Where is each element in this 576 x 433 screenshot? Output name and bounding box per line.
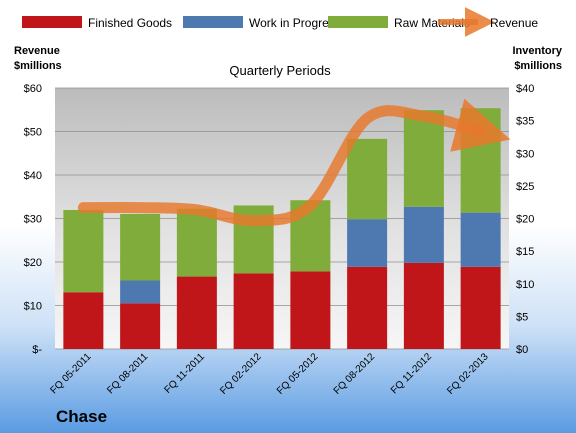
x-tick-label: FQ 08-2012 xyxy=(332,351,378,397)
x-tick-label: FQ 11-2012 xyxy=(389,351,434,396)
left-tick-label: $- xyxy=(32,344,42,356)
bar-segment-work-in-progress xyxy=(347,219,388,267)
left-tick-label: $30 xyxy=(24,214,42,226)
legend-label-revenue: Revenue xyxy=(490,16,538,30)
x-tick-label: FQ 08-2011 xyxy=(105,351,150,396)
right-tick-label: $40 xyxy=(516,83,534,95)
bar-segment-raw-materials xyxy=(120,213,161,281)
right-axis-title-line2: $millions xyxy=(514,60,562,72)
right-axis-ticks: $0 $5 $10 $15 $20 $25 $30 $35 $40 xyxy=(516,83,534,356)
company-name: Chase xyxy=(56,407,107,426)
x-tick-label: FQ 02-2013 xyxy=(445,351,491,397)
legend-label-work-in-progress: Work in Progress xyxy=(249,16,341,30)
revenue-line-group xyxy=(77,98,511,227)
bar-segment-finished-goods xyxy=(120,303,161,349)
bar-segment-finished-goods xyxy=(290,271,331,349)
x-tick-label: FQ 02-2012 xyxy=(218,351,264,397)
revenue-line xyxy=(77,98,511,227)
left-tick-label: $60 xyxy=(24,83,42,95)
bar-segment-finished-goods xyxy=(460,266,501,349)
bar-segment-work-in-progress xyxy=(120,280,161,304)
bar-segment-raw-materials xyxy=(176,208,217,277)
bars xyxy=(63,108,501,349)
bar-segment-finished-goods xyxy=(233,273,274,349)
left-tick-label: $40 xyxy=(24,170,42,182)
bar-segment-work-in-progress xyxy=(460,212,501,267)
right-axis-title-line1: Inventory xyxy=(512,45,562,57)
bar-segment-finished-goods xyxy=(176,276,217,349)
right-tick-label: $25 xyxy=(516,181,534,193)
bar-segment-finished-goods xyxy=(403,262,444,349)
legend-swatch-work-in-progress xyxy=(183,16,243,28)
left-axis-ticks: $- $10 $20 $30 $40 $50 $60 xyxy=(24,83,43,356)
left-axis-title-line2: $millions xyxy=(14,60,62,72)
legend-swatch-finished-goods xyxy=(22,16,82,28)
right-tick-label: $30 xyxy=(516,148,534,160)
x-tick-label: FQ 11-2011 xyxy=(163,351,208,396)
left-tick-label: $10 xyxy=(24,301,42,313)
left-axis-title-line1: Revenue xyxy=(14,45,60,57)
bar-segment-raw-materials xyxy=(347,138,388,220)
right-tick-label: $20 xyxy=(516,214,534,226)
bar-segment-finished-goods xyxy=(63,292,104,349)
bar-segment-raw-materials xyxy=(403,110,444,207)
legend-label-finished-goods: Finished Goods xyxy=(88,16,172,30)
left-tick-label: $50 xyxy=(24,127,42,139)
right-tick-label: $10 xyxy=(516,279,534,291)
right-tick-label: $0 xyxy=(516,344,528,356)
chart-title: Quarterly Periods xyxy=(229,63,331,78)
right-tick-label: $5 xyxy=(516,311,528,323)
right-tick-label: $15 xyxy=(516,246,534,258)
right-tick-label: $35 xyxy=(516,116,534,128)
bar-segment-work-in-progress xyxy=(403,206,444,263)
x-tick-label: FQ 05-2012 xyxy=(275,351,321,397)
bar-segment-raw-materials xyxy=(63,210,104,293)
bar-segment-finished-goods xyxy=(347,266,388,349)
x-tick-label: FQ 05-2011 xyxy=(49,351,94,396)
x-axis-ticks: FQ 05-2011 FQ 08-2011 FQ 11-2011 FQ 02-2012… xyxy=(49,351,492,397)
legend-swatch-raw-materials xyxy=(328,16,388,28)
legend: Finished Goods Work in Progress Raw Mate… xyxy=(22,7,538,37)
left-tick-label: $20 xyxy=(24,257,42,269)
